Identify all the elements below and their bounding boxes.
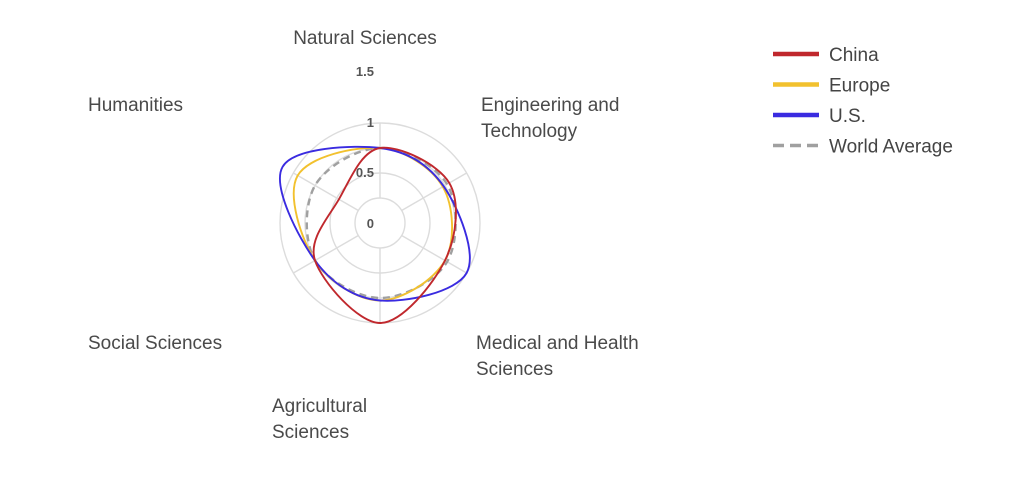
axis-label: Natural Sciences — [293, 28, 437, 49]
series-line-u-s — [279, 145, 471, 302]
series-line-china — [312, 146, 457, 324]
axis-label: Social Sciences — [88, 333, 222, 354]
radial-tick-label: 1.5 — [356, 64, 374, 79]
axis-spoke-2 — [401, 234, 467, 274]
legend: China Europe U.S. World Average — [773, 45, 953, 158]
radial-tick-labels: 0 0.5 1 1.5 — [356, 64, 374, 231]
grid-circle-0 — [354, 197, 406, 249]
radial-tick-label: 0 — [367, 216, 374, 231]
legend-label-europe: Europe — [829, 76, 890, 97]
legend-label-u-s: U.S. — [829, 106, 866, 127]
legend-label-china: China — [829, 45, 879, 66]
radial-tick-label: 1 — [367, 115, 374, 130]
axis-spoke-5 — [293, 172, 359, 212]
axis-label: Agricultural Sciences — [272, 396, 367, 443]
series-line-world-average — [305, 146, 457, 300]
axis-spoke-4 — [293, 234, 359, 274]
axis-label: Humanities — [88, 95, 183, 116]
legend-label-world-average: World Average — [829, 137, 953, 158]
axis-labels: Natural Sciences Engineering and Technolog… — [88, 28, 639, 443]
radar-series — [279, 145, 471, 324]
axis-label: Engineering and Technology — [481, 95, 619, 142]
radar-grid — [279, 122, 481, 324]
axis-label: Medical and Health Sciences — [476, 333, 639, 380]
radial-tick-label: 0.5 — [356, 165, 374, 180]
axis-spoke-1 — [401, 172, 467, 212]
